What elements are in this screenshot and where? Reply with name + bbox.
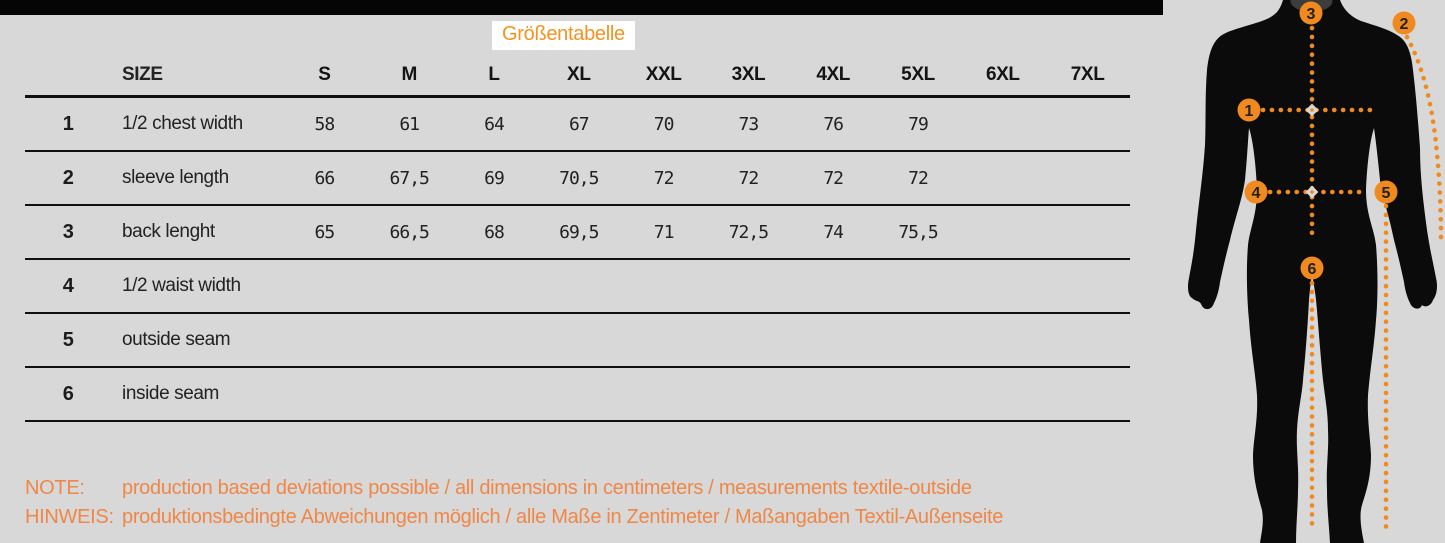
row-label: 1/2 waist width [122, 275, 241, 296]
value-cell: 70 [653, 113, 675, 135]
value-cell: 64 [484, 113, 505, 135]
size-header-M: M [401, 64, 417, 85]
row-label: inside seam [122, 383, 219, 404]
size-column-header: SIZE [122, 64, 163, 85]
value-cell: 74 [823, 221, 844, 243]
marker-6-number: 6 [1308, 261, 1317, 278]
note-text: produktionsbedingte Abweichungen möglich… [122, 506, 1004, 528]
table-row: 4 1/2 waist width [25, 260, 1130, 314]
size-header-4XL: 4XL [816, 64, 851, 85]
measure-marker-5: 5 [1374, 180, 1398, 204]
value-cell: 76 [823, 113, 844, 135]
value-cell: 58 [314, 113, 336, 135]
value-cell: 71 [653, 221, 675, 243]
value-cell: 69,5 [559, 221, 599, 243]
size-header-S: S [318, 64, 331, 85]
measure-markers: 1 2 3 4 5 [1237, 1, 1416, 280]
top-black-bar [0, 0, 1163, 15]
size-header-5XL: 5XL [901, 64, 935, 85]
table-row: 5 outside seam [25, 314, 1130, 368]
marker-5-number: 5 [1382, 185, 1391, 202]
value-cell: 72 [823, 167, 844, 189]
size-table-body: 1 1/2 chest width 58 61 64 67 70 73 76 79 2 sleeve … [25, 98, 1130, 422]
row-number: 1 [62, 112, 74, 135]
note-line: HINWEIS: produktionsbedingte Abweichungen… [25, 503, 1135, 532]
row-number: 6 [62, 382, 74, 405]
header-corner-cell [25, 86, 111, 95]
marker-2-number: 2 [1400, 16, 1409, 33]
note-label: NOTE: [25, 477, 85, 499]
value-cell: 65 [314, 221, 336, 243]
measure-marker-3: 3 [1299, 1, 1323, 25]
value-cell: 69 [484, 167, 505, 189]
size-header-XXL: XXL [645, 64, 682, 85]
row-label: 1/2 chest width [122, 113, 243, 134]
marker-3-number: 3 [1307, 6, 1316, 23]
measure-marker-2: 2 [1392, 11, 1416, 35]
page-title: Größentabelle [492, 21, 635, 50]
row-number: 5 [62, 328, 74, 351]
row-label: sleeve length [122, 167, 229, 188]
row-label: back lenght [122, 221, 215, 242]
table-row: 6 inside seam [25, 368, 1130, 422]
row-label: outside seam [122, 329, 231, 350]
note-line: NOTE: production based deviations possibl… [25, 474, 1135, 503]
marker-4-number: 4 [1252, 185, 1261, 202]
row-number: 3 [62, 220, 74, 243]
value-cell: 75,5 [898, 221, 938, 243]
size-header-3XL: 3XL [731, 64, 766, 85]
table-row: 3 back lenght 65 66,5 68 69,5 71 72,5 74 75,5 [25, 206, 1130, 260]
row-number: 4 [62, 274, 74, 297]
size-header-L: L [488, 64, 500, 85]
size-table: SIZE S M L XL XXL 3XL 4XL 5XL 6XL 7XL 1 1/2 chest … [25, 50, 1130, 422]
table-row: 1 1/2 chest width 58 61 64 67 70 73 76 79 [25, 98, 1130, 152]
footnotes: NOTE: production based deviations possibl… [25, 474, 1135, 532]
value-cell: 67 [568, 113, 590, 135]
table-row: 2 sleeve length 66 67,5 69 70,5 72 72 72 72 [25, 152, 1130, 206]
measurement-figure: 1 2 3 4 5 [1150, 0, 1445, 543]
value-cell: 72,5 [728, 221, 769, 243]
marker-1-number: 1 [1245, 103, 1254, 120]
value-cell: 68 [484, 221, 505, 243]
sleeve-length-dotted-line [1404, 34, 1444, 245]
note-label: HINWEIS: [25, 506, 114, 528]
size-header-7XL: 7XL [1070, 64, 1105, 85]
size-header-6XL: 6XL [985, 64, 1020, 85]
value-cell: 79 [908, 113, 929, 135]
value-cell: 66,5 [389, 221, 430, 243]
measure-marker-6: 6 [1300, 256, 1324, 280]
measure-marker-1: 1 [1237, 98, 1261, 122]
note-text: production based deviations possible / a… [122, 477, 972, 499]
male-body-silhouette-svg: 1 2 3 4 5 [1188, 0, 1444, 543]
size-header-XL: XL [567, 64, 591, 85]
value-cell: 73 [738, 113, 760, 135]
row-number: 2 [62, 166, 74, 189]
measure-marker-4: 4 [1244, 180, 1268, 204]
value-cell: 70,5 [559, 167, 599, 189]
value-cell: 72 [908, 167, 929, 189]
value-cell: 67,5 [389, 167, 430, 189]
value-cell: 72 [653, 167, 675, 189]
value-cell: 61 [399, 113, 420, 135]
value-cell: 72 [738, 167, 760, 189]
size-table-header-row: SIZE S M L XL XXL 3XL 4XL 5XL 6XL 7XL [25, 50, 1130, 98]
value-cell: 66 [314, 167, 336, 189]
